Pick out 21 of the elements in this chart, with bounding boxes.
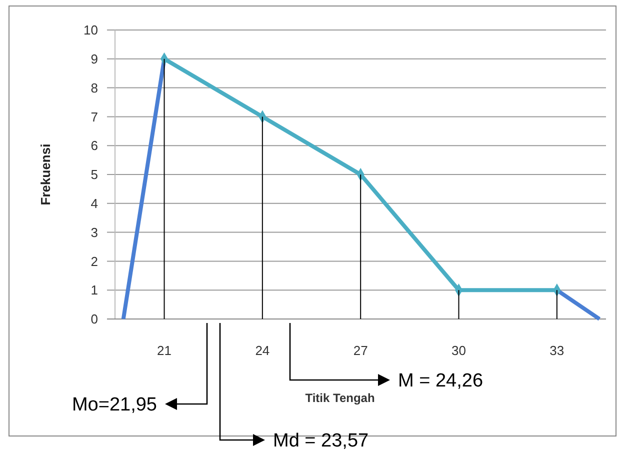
y-axis-title: Frekuensi: [38, 144, 53, 206]
x-tick-label: 24: [255, 343, 270, 358]
y-tick-label: 6: [90, 138, 98, 154]
y-tick-label: 8: [90, 80, 98, 96]
y-tick-label: 3: [90, 224, 98, 240]
text: Md = 23,57: [273, 430, 369, 452]
text: M = 24,26: [398, 370, 484, 392]
y-tick-label: 9: [90, 51, 98, 66]
x-tick-label: 33: [550, 343, 564, 358]
x-tick-label: 21: [157, 343, 172, 358]
x-tick-label: 30: [452, 343, 466, 358]
y-tick-label: 4: [90, 196, 98, 211]
y-tick-label: 7: [90, 109, 98, 124]
y-tick-label: 1: [90, 282, 98, 298]
x-axis-title: Titik Tengah: [305, 391, 375, 405]
y-tick-label: 0: [90, 312, 98, 327]
y-tick-label: 5: [90, 167, 98, 182]
y-tick-label: 2: [90, 254, 98, 269]
y-tick-label: 10: [84, 22, 98, 38]
text: Mo=21,95: [72, 394, 157, 416]
x-tick-label: 27: [353, 343, 368, 358]
